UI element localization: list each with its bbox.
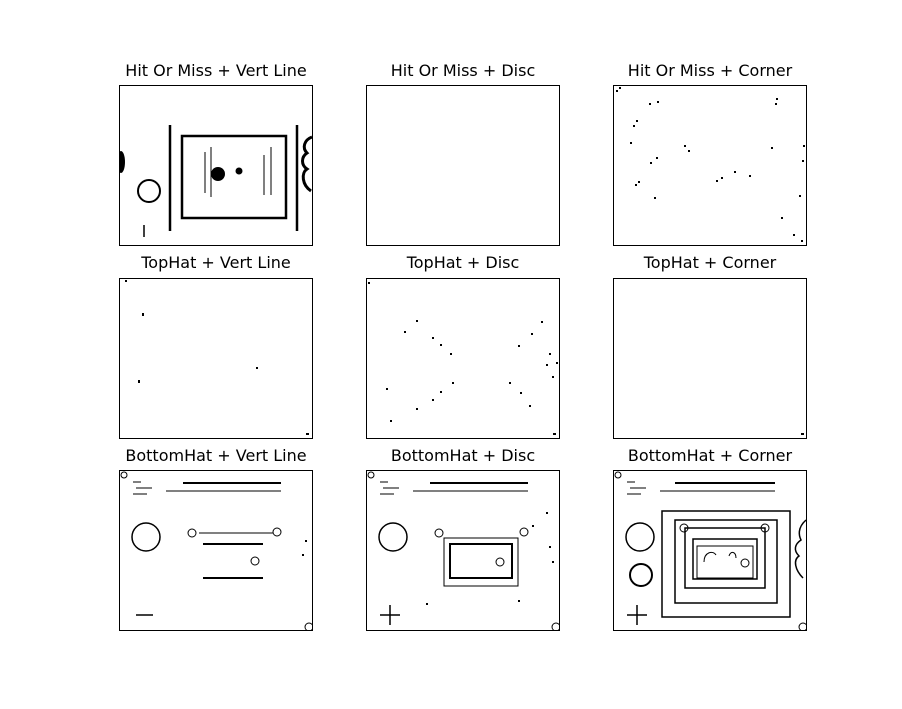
panel-title-bottomhat-disc: BottomHat + Disc — [390, 446, 536, 465]
panel-tophat-corner — [613, 278, 807, 439]
panel-bottomhat-vertline — [119, 470, 313, 631]
panel-tophat-vertline — [119, 278, 313, 439]
panel-hitmiss-corner — [613, 85, 807, 246]
panel-hitmiss-disc — [366, 85, 560, 246]
panel-hitmiss-vertline — [119, 85, 313, 246]
panel-title-tophat-disc: TopHat + Disc — [406, 253, 520, 272]
panel-title-bottomhat-corner: BottomHat + Corner — [627, 446, 793, 465]
panel-title-hitmiss-disc: Hit Or Miss + Disc — [390, 61, 536, 80]
panel-title-bottomhat-vertline: BottomHat + Vert Line — [125, 446, 307, 465]
panel-title-tophat-corner: TopHat + Corner — [643, 253, 777, 272]
panel-title-hitmiss-vertline: Hit Or Miss + Vert Line — [125, 61, 307, 80]
panel-bottomhat-disc — [366, 470, 560, 631]
panel-title-tophat-vertline: TopHat + Vert Line — [141, 253, 291, 272]
panel-tophat-disc — [366, 278, 560, 439]
panel-title-hitmiss-corner: Hit Or Miss + Corner — [627, 61, 793, 80]
panel-bottomhat-corner — [613, 470, 807, 631]
